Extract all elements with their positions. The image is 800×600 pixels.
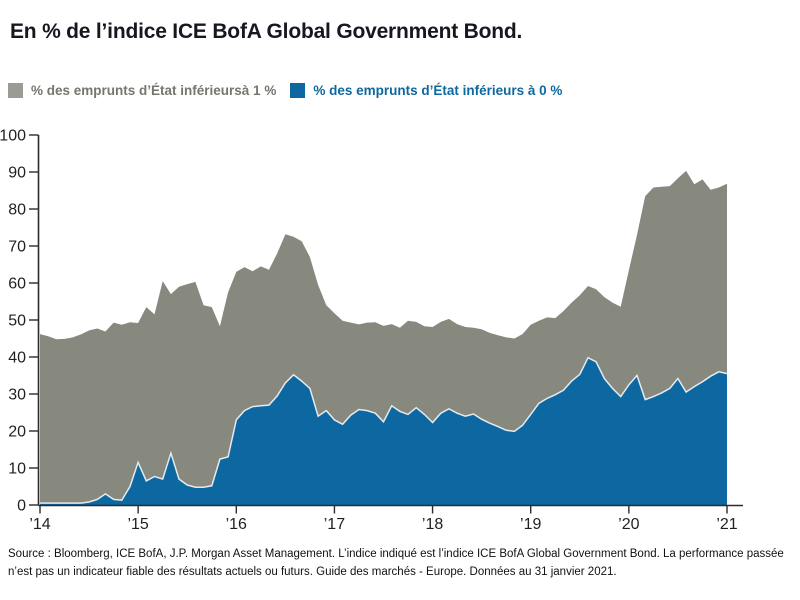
- y-axis-label: 10: [8, 461, 26, 478]
- area-chart: 0 10 20 30 40 50 60 70 80 90 100 ’14 ’15 ’16 ’17 ’18 ’19…: [0, 128, 743, 533]
- legend: % des emprunts d’État inférieursà 1 % % …: [8, 83, 562, 98]
- y-axis-label: 50: [8, 313, 26, 330]
- y-axis-label: 100: [0, 128, 26, 145]
- x-axis-label: ’17: [324, 516, 345, 533]
- y-axis-label: 80: [8, 202, 26, 219]
- y-axis-label: 70: [8, 239, 26, 256]
- y-axis-label: 30: [8, 387, 26, 404]
- y-axis-label: 20: [8, 424, 26, 441]
- series-boundary-line: [40, 356, 728, 504]
- x-axis-label: ’16: [226, 516, 247, 533]
- x-axis-label: ’21: [716, 516, 737, 533]
- x-axis-label: ’19: [520, 516, 541, 533]
- legend-label-below-0pct: % des emprunts d’État inférieurs à 0 %: [313, 83, 563, 98]
- chart-title: En % de l’indice ICE BofA Global Governm…: [10, 20, 523, 43]
- x-axis-label: ’20: [618, 516, 639, 533]
- legend-item-below-0pct: % des emprunts d’État inférieurs à 0 %: [290, 83, 562, 98]
- legend-swatch-gray: [8, 83, 23, 98]
- x-axis-label: ’15: [127, 516, 148, 533]
- y-axis-label: 0: [17, 498, 26, 515]
- source-footnote: Source : Bloomberg, ICE BofA, J.P. Morga…: [8, 548, 784, 579]
- y-axis-label: 40: [8, 350, 26, 367]
- legend-label-below-1pct: % des emprunts d’État inférieursà 1 %: [31, 83, 277, 98]
- legend-swatch-blue: [290, 83, 306, 98]
- y-axis-label: 60: [8, 276, 26, 293]
- x-axis-label: ’14: [29, 516, 50, 533]
- x-axis-label: ’18: [422, 516, 443, 533]
- series-area-below-0pct: [40, 357, 727, 505]
- legend-item-below-1pct: % des emprunts d’État inférieursà 1 %: [8, 83, 276, 98]
- y-axis-label: 90: [8, 165, 26, 182]
